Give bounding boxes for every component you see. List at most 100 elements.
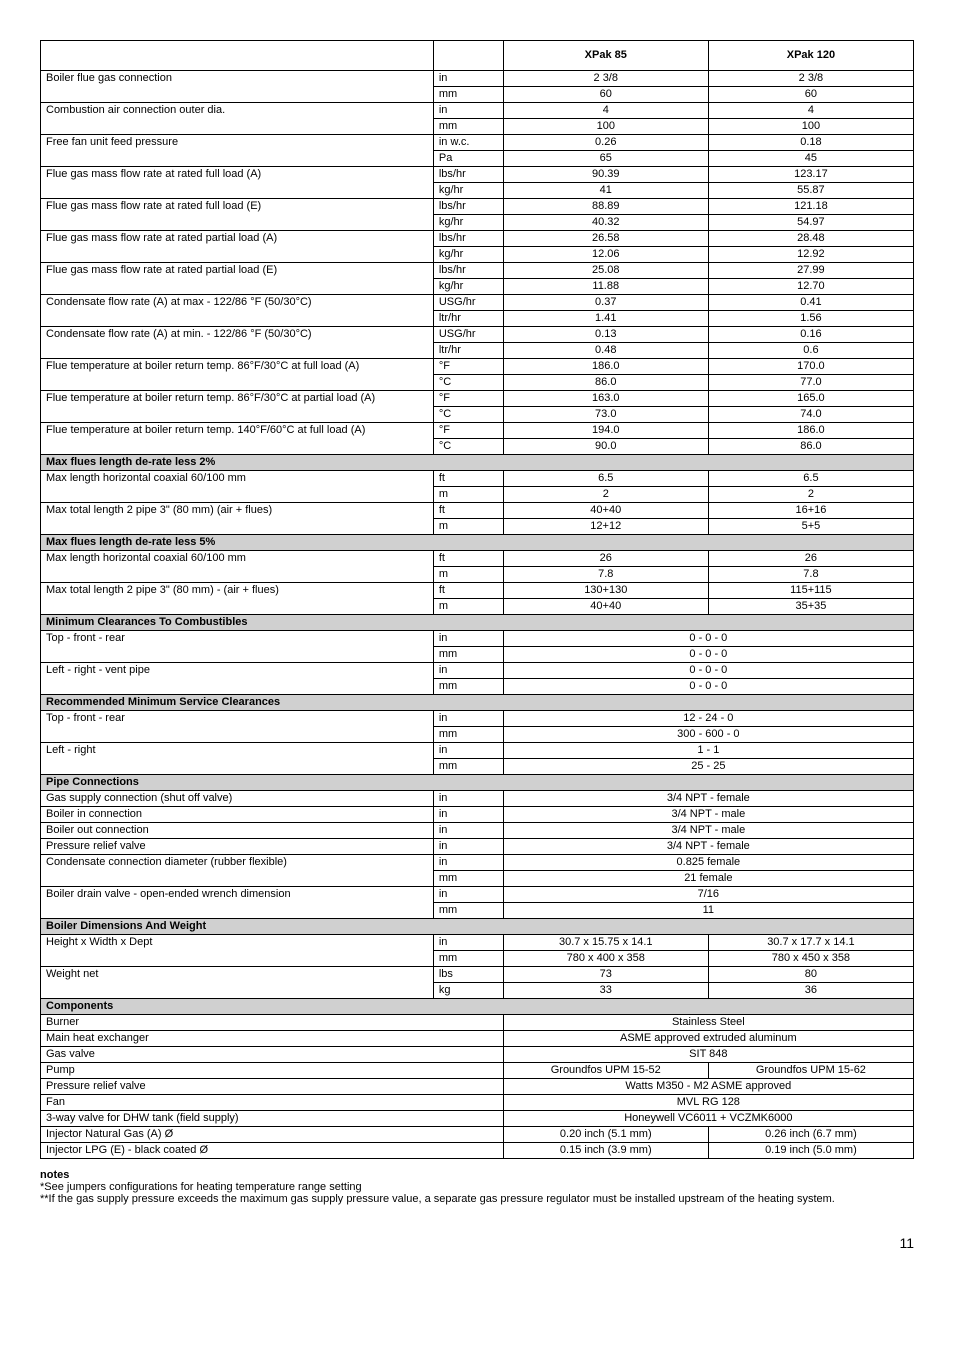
- row-desc: Condensate flow rate (A) at min. - 122/8…: [41, 327, 434, 359]
- row-value-2: 100: [708, 119, 913, 135]
- header-col-1: XPak 85: [503, 41, 708, 71]
- row-value-1: 186.0: [503, 359, 708, 375]
- row-unit: in: [433, 663, 503, 679]
- row-unit: mm: [433, 951, 503, 967]
- comp-desc: Pump: [41, 1063, 504, 1079]
- row-value-merged: 0 - 0 - 0: [503, 647, 913, 663]
- row-value-1: 0.48: [503, 343, 708, 359]
- row-value-2: 1.56: [708, 311, 913, 327]
- row-unit: mm: [433, 679, 503, 695]
- notes-title: notes: [40, 1169, 914, 1181]
- row-unit: m: [433, 487, 503, 503]
- row-value-2: 0.6: [708, 343, 913, 359]
- comp-value-2: Groundfos UPM 15-62: [708, 1063, 913, 1079]
- row-value-1: 65: [503, 151, 708, 167]
- row-unit: °F: [433, 423, 503, 439]
- row-value-2: 60: [708, 87, 913, 103]
- header-col-2: XPak 120: [708, 41, 913, 71]
- row-value-1: 40+40: [503, 503, 708, 519]
- section-header: Components: [41, 999, 914, 1015]
- row-desc: Free fan unit feed pressure: [41, 135, 434, 167]
- row-value-2: 77.0: [708, 375, 913, 391]
- row-unit: USG/hr: [433, 327, 503, 343]
- comp-desc: Injector LPG (E) - black coated Ø: [41, 1143, 504, 1159]
- comp-value-merged: MVL RG 128: [503, 1095, 913, 1111]
- row-value-1: 2: [503, 487, 708, 503]
- row-value-1: 6.5: [503, 471, 708, 487]
- comp-value-1: 0.20 inch (5.1 mm): [503, 1127, 708, 1143]
- row-value-2: 45: [708, 151, 913, 167]
- row-value-2: 12.70: [708, 279, 913, 295]
- row-value-merged: 0 - 0 - 0: [503, 679, 913, 695]
- comp-desc: Fan: [41, 1095, 504, 1111]
- row-unit: in: [433, 631, 503, 647]
- row-desc: Max length horizontal coaxial 60/100 mm: [41, 551, 434, 583]
- row-desc: Flue gas mass flow rate at rated full lo…: [41, 167, 434, 199]
- row-unit: in: [433, 855, 503, 871]
- row-unit: in: [433, 807, 503, 823]
- row-value-1: 88.89: [503, 199, 708, 215]
- row-unit: °C: [433, 375, 503, 391]
- row-value-2: 26: [708, 551, 913, 567]
- row-value-1: 33: [503, 983, 708, 999]
- row-value-1: 12.06: [503, 247, 708, 263]
- comp-value-1: 0.15 inch (3.9 mm): [503, 1143, 708, 1159]
- row-desc: Flue gas mass flow rate at rated partial…: [41, 263, 434, 295]
- row-unit: in: [433, 887, 503, 903]
- row-value-2: 2 3/8: [708, 71, 913, 87]
- section-header: Max flues length de-rate less 5%: [41, 535, 914, 551]
- spec-table: XPak 85XPak 120Boiler flue gas connectio…: [40, 40, 914, 1159]
- row-unit: ft: [433, 583, 503, 599]
- row-value-2: 74.0: [708, 407, 913, 423]
- row-value-2: 165.0: [708, 391, 913, 407]
- row-value-1: 0.13: [503, 327, 708, 343]
- row-value-1: 73.0: [503, 407, 708, 423]
- section-header: Boiler Dimensions And Weight: [41, 919, 914, 935]
- row-unit: USG/hr: [433, 295, 503, 311]
- row-desc: Condensate connection diameter (rubber f…: [41, 855, 434, 887]
- row-value-2: 0.18: [708, 135, 913, 151]
- comp-value-merged: ASME approved extruded aluminum: [503, 1031, 913, 1047]
- row-value-2: 780 x 450 x 358: [708, 951, 913, 967]
- row-value-1: 163.0: [503, 391, 708, 407]
- row-desc: Top - front - rear: [41, 631, 434, 663]
- row-value-1: 1.41: [503, 311, 708, 327]
- row-unit: in: [433, 711, 503, 727]
- row-value-2: 2: [708, 487, 913, 503]
- comp-desc: Injector Natural Gas (A) Ø: [41, 1127, 504, 1143]
- row-value-1: 100: [503, 119, 708, 135]
- row-value-2: 123.17: [708, 167, 913, 183]
- comp-value-2: 0.26 inch (6.7 mm): [708, 1127, 913, 1143]
- row-unit: Pa: [433, 151, 503, 167]
- row-value-1: 2 3/8: [503, 71, 708, 87]
- row-value-2: 6.5: [708, 471, 913, 487]
- comp-desc: Burner: [41, 1015, 504, 1031]
- row-desc: Boiler out connection: [41, 823, 434, 839]
- row-value-2: 4: [708, 103, 913, 119]
- row-value-1: 86.0: [503, 375, 708, 391]
- row-value-1: 30.7 x 15.75 x 14.1: [503, 935, 708, 951]
- row-desc: Height x Width x Dept: [41, 935, 434, 967]
- row-unit: mm: [433, 759, 503, 775]
- row-value-merged: 1 - 1: [503, 743, 913, 759]
- page-number: 11: [40, 1235, 914, 1251]
- row-unit: °C: [433, 407, 503, 423]
- row-desc: Pressure relief valve: [41, 839, 434, 855]
- row-value-1: 7.8: [503, 567, 708, 583]
- row-value-2: 0.41: [708, 295, 913, 311]
- row-unit: kg/hr: [433, 183, 503, 199]
- section-header: Recommended Minimum Service Clearances: [41, 695, 914, 711]
- row-desc: Weight net: [41, 967, 434, 999]
- row-unit: mm: [433, 727, 503, 743]
- row-desc: Combustion air connection outer dia.: [41, 103, 434, 135]
- row-value-2: 80: [708, 967, 913, 983]
- row-value-1: 26.58: [503, 231, 708, 247]
- row-value-2: 5+5: [708, 519, 913, 535]
- row-unit: ltr/hr: [433, 311, 503, 327]
- row-value-1: 40+40: [503, 599, 708, 615]
- row-unit: kg/hr: [433, 279, 503, 295]
- notes-section: notes *See jumpers configurations for he…: [40, 1169, 914, 1205]
- row-value-2: 12.92: [708, 247, 913, 263]
- row-unit: lbs: [433, 967, 503, 983]
- section-header: Pipe Connections: [41, 775, 914, 791]
